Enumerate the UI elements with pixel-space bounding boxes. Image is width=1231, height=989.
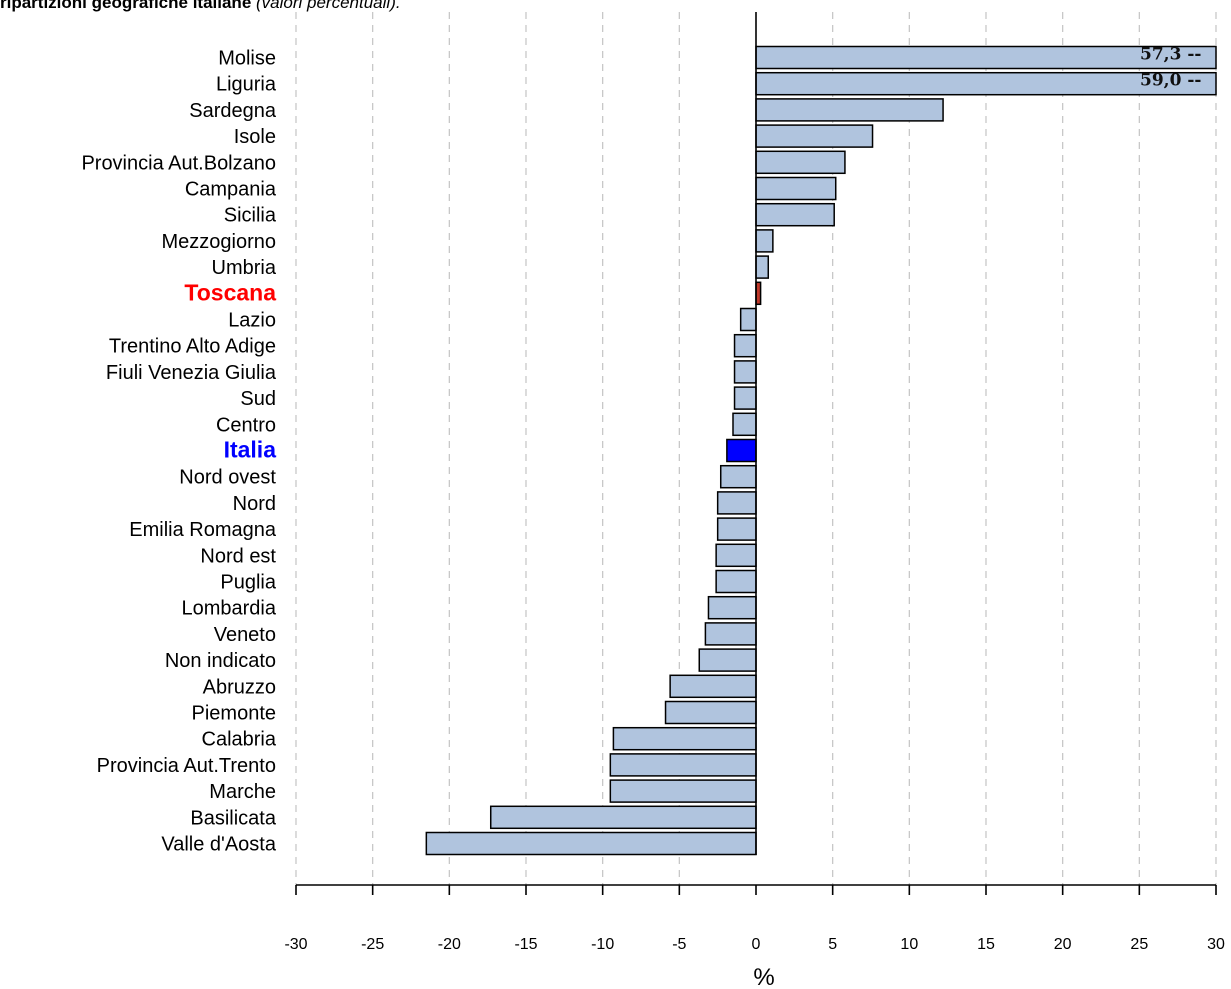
x-tick-label: -15 <box>514 936 537 953</box>
category-label: Valle d'Aosta <box>161 834 277 856</box>
bar <box>733 333 757 358</box>
category-label: Basilicata <box>190 807 276 829</box>
category-label: Campania <box>185 179 277 201</box>
data-label: 59,0 -- <box>1140 71 1201 91</box>
category-label: Isole <box>234 126 276 148</box>
category-label: Liguria <box>216 74 277 96</box>
bar <box>755 202 835 227</box>
bar <box>612 726 757 751</box>
category-label: Nord est <box>200 545 276 567</box>
bar <box>609 779 757 803</box>
bar <box>664 700 757 725</box>
x-tick-label: 10 <box>900 936 918 953</box>
bar <box>715 569 757 594</box>
category-label: Emilia Romagna <box>129 519 277 541</box>
category-label: Provincia Aut.Trento <box>97 755 276 777</box>
x-tick-label: 30 <box>1207 936 1225 953</box>
bar <box>755 124 874 148</box>
x-tick-label: -10 <box>591 936 614 953</box>
x-axis-title: % <box>753 964 774 989</box>
category-label: Trentino Alto Adige <box>109 336 276 358</box>
bar <box>726 438 757 463</box>
bar <box>719 464 757 489</box>
bar <box>755 255 770 279</box>
chart-title-italic: (valori percentuali). <box>256 0 401 12</box>
category-label: Abruzzo <box>203 676 276 698</box>
bar <box>755 176 837 201</box>
chart-title-bold: ripartizioni geografiche italiane <box>0 0 252 12</box>
category-label: Molise <box>218 48 276 70</box>
bar <box>698 648 757 672</box>
category-label: Nord <box>233 493 276 515</box>
bar <box>707 595 757 620</box>
bar <box>733 386 757 410</box>
category-label: Veneto <box>214 624 276 646</box>
bar <box>704 622 757 646</box>
category-label: Piemonte <box>192 703 277 725</box>
category-label: Marche <box>209 781 276 803</box>
bar <box>716 517 757 541</box>
category-label: Centro <box>216 414 276 436</box>
bar <box>755 229 774 253</box>
bar <box>716 491 757 515</box>
x-tick-label: 15 <box>977 936 995 953</box>
bar <box>755 150 846 175</box>
bar <box>609 753 757 777</box>
category-label: Lombardia <box>181 598 276 620</box>
category-label: Nord ovest <box>179 467 276 489</box>
bar <box>669 674 757 699</box>
category-label: Calabria <box>202 729 277 751</box>
x-tick-label: 25 <box>1130 936 1148 953</box>
x-tick-label: 20 <box>1054 936 1072 953</box>
x-tick-label: -25 <box>361 936 384 953</box>
category-label: Umbria <box>212 257 277 279</box>
bar <box>739 307 757 332</box>
bar <box>425 831 757 856</box>
x-tick-label: -5 <box>672 936 686 953</box>
category-label: Sardegna <box>189 100 277 122</box>
category-label: Lazio <box>228 310 276 332</box>
category-label: Sud <box>240 388 276 410</box>
category-label: Non indicato <box>165 650 276 672</box>
x-tick-label: 0 <box>752 936 761 953</box>
bar <box>755 98 944 122</box>
category-label: Italia <box>224 437 277 463</box>
category-label: Puglia <box>220 572 276 594</box>
category-label: Toscana <box>184 279 276 305</box>
category-label: Provincia Aut.Bolzano <box>81 152 276 174</box>
bar <box>732 412 757 437</box>
category-label: Mezzogiorno <box>161 231 276 253</box>
x-tick-label: 5 <box>828 936 837 953</box>
x-tick-label: -30 <box>284 936 307 953</box>
chart-title: ripartizioni geografiche italiane (valor… <box>0 0 401 13</box>
bar <box>733 360 757 384</box>
category-label: Fiuli Venezia Giulia <box>106 362 277 384</box>
x-tick-label: -20 <box>438 936 461 953</box>
bar <box>715 543 757 568</box>
bar <box>489 805 757 830</box>
category-label: Sicilia <box>224 205 277 227</box>
data-label: 57,3 -- <box>1140 45 1201 65</box>
